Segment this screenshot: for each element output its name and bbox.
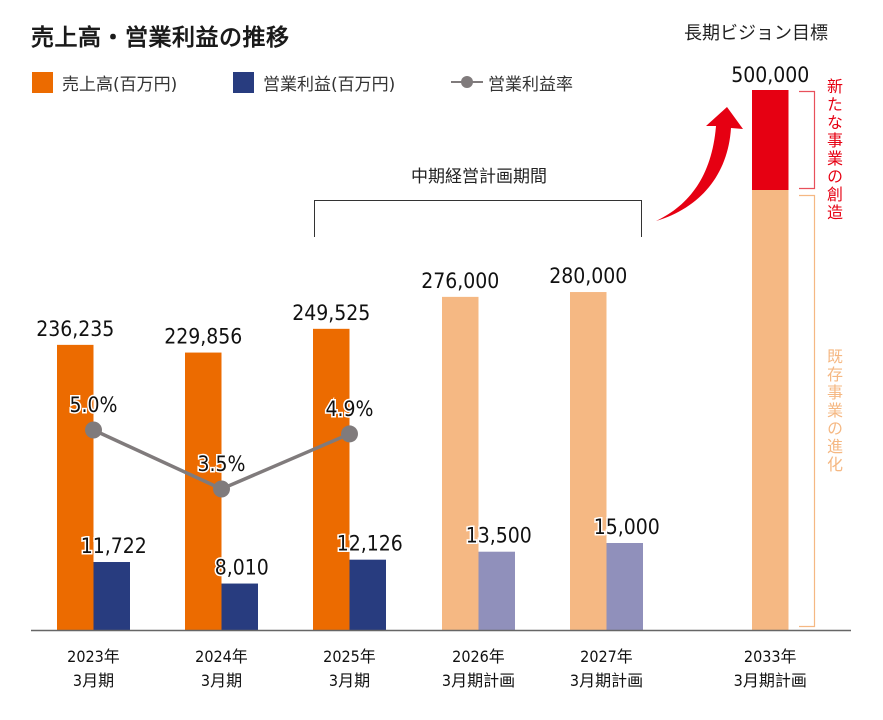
chart-title: 売上高・営業利益の推移 bbox=[31, 25, 290, 51]
x-tick-label: 2025年 3月期 bbox=[323, 647, 376, 690]
legend-item-sales: 売上高(百万円) bbox=[32, 70, 178, 95]
bar-profit bbox=[93, 562, 130, 630]
x-tick-label-year: 2023年 bbox=[67, 647, 120, 666]
vision-title: 長期ビジョン目標 bbox=[684, 23, 828, 44]
legend-label-sales: 売上高(百万円) bbox=[62, 74, 178, 95]
sales-value-label: 236,235 bbox=[36, 317, 114, 341]
x-tick-label: 2027年 3月期計画 bbox=[570, 647, 643, 690]
legend-label-profit: 営業利益(百万円) bbox=[263, 74, 396, 95]
sales-value-label: 500,000 bbox=[731, 63, 809, 87]
margin-value-label: 3.5% bbox=[198, 452, 246, 476]
margin-point bbox=[213, 480, 230, 498]
x-tick-label: 2024年 3月期 bbox=[195, 647, 248, 690]
bar-sales-existing-business bbox=[752, 190, 789, 630]
margin-value-label: 5.0% bbox=[70, 393, 118, 417]
bar-sales bbox=[57, 344, 94, 630]
legend-item-margin: 営業利益率 bbox=[450, 70, 573, 95]
legend-label-margin: 営業利益率 bbox=[488, 74, 573, 95]
x-tick-label-year: 2026年 bbox=[452, 647, 505, 666]
bar-profit bbox=[606, 543, 643, 630]
sales-value-label: 280,000 bbox=[549, 264, 627, 288]
bar-profit bbox=[349, 559, 386, 630]
margin-point bbox=[85, 421, 102, 439]
midterm-period-label: 中期経営計画期間 bbox=[411, 167, 547, 187]
profit-value-label: 13,500 bbox=[466, 524, 532, 548]
x-tick-label-period: 3月期 bbox=[329, 671, 370, 690]
x-tick-label: 2026年 3月期計画 bbox=[442, 647, 515, 690]
x-tick-label-period: 3月期計画 bbox=[570, 671, 643, 690]
x-tick-label-period: 3月期 bbox=[201, 671, 242, 690]
legend-item-profit: 営業利益(百万円) bbox=[233, 70, 396, 95]
midterm-bracket bbox=[314, 200, 642, 237]
x-tick-label: 2033年 3月期計画 bbox=[734, 647, 807, 690]
x-tick-label: 2023年 3月期 bbox=[67, 647, 120, 690]
x-tick-label-year: 2027年 bbox=[580, 647, 633, 666]
profit-value-label: 11,722 bbox=[81, 534, 147, 558]
bar-sales-new-business bbox=[752, 90, 789, 190]
new-business-label: 新たな事業の創造 bbox=[824, 78, 843, 222]
bar-sales bbox=[442, 296, 479, 630]
margin-point bbox=[341, 425, 358, 443]
existing-business-bracket bbox=[799, 194, 816, 628]
x-tick-label-year: 2025年 bbox=[323, 647, 376, 666]
margin-value-label: 4.9% bbox=[326, 397, 374, 421]
bar-sales bbox=[313, 328, 350, 630]
sales-value-label: 249,525 bbox=[292, 301, 370, 325]
profit-value-label: 8,010 bbox=[215, 556, 269, 580]
existing-business-label: 既存事業の進化 bbox=[824, 348, 843, 474]
x-tick-label-period: 3月期 bbox=[73, 671, 114, 690]
x-tick-label-year: 2024年 bbox=[195, 647, 248, 666]
legend-swatch-sales bbox=[32, 71, 53, 93]
growth-arrow-icon bbox=[656, 107, 743, 221]
legend-swatch-profit bbox=[233, 71, 254, 93]
profit-value-label: 12,126 bbox=[337, 532, 403, 556]
sales-value-label: 276,000 bbox=[421, 269, 499, 293]
new-business-bracket bbox=[799, 90, 816, 190]
bar-profit bbox=[221, 583, 258, 630]
sales-value-label: 229,856 bbox=[164, 325, 242, 349]
bar-sales bbox=[570, 292, 607, 630]
bar-profit bbox=[478, 551, 515, 630]
x-tick-label-year: 2033年 bbox=[744, 647, 797, 666]
legend-line-marker-icon bbox=[451, 76, 483, 88]
profit-value-label: 15,000 bbox=[594, 515, 660, 539]
x-tick-label-period: 3月期計画 bbox=[442, 671, 515, 690]
x-tick-label-period: 3月期計画 bbox=[734, 671, 807, 690]
